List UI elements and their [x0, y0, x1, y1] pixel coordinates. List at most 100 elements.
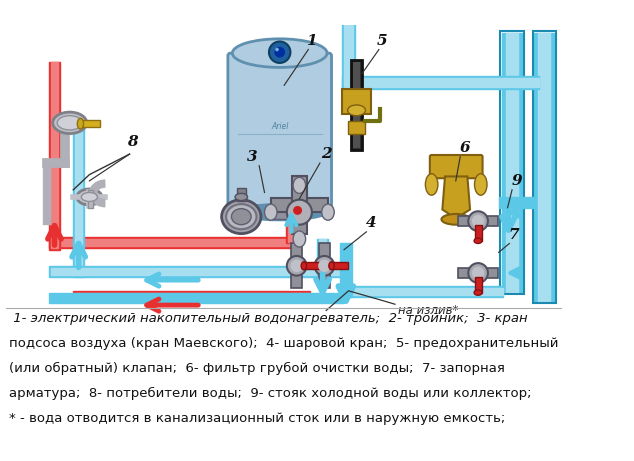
Bar [49, 266, 344, 277]
Bar [351, 60, 362, 150]
Bar [533, 31, 556, 303]
Circle shape [287, 200, 312, 225]
Bar [474, 277, 482, 293]
Circle shape [314, 256, 334, 276]
Bar [474, 225, 482, 241]
Bar [237, 188, 246, 201]
Bar [273, 207, 287, 219]
Text: на излив*: на излив* [398, 304, 458, 317]
Ellipse shape [321, 204, 334, 220]
Text: 5: 5 [377, 34, 388, 47]
Bar [304, 262, 320, 269]
Bar [340, 243, 352, 297]
Ellipse shape [81, 193, 98, 201]
Text: арматура;  8- потребители воды;  9- стояк холодной воды или коллектор;: арматура; 8- потребители воды; 9- стояк … [9, 387, 531, 401]
Bar [271, 198, 328, 212]
Bar [292, 177, 306, 234]
Circle shape [287, 256, 306, 276]
Bar [538, 34, 550, 301]
Bar [506, 34, 519, 293]
Circle shape [469, 263, 488, 283]
Bar [81, 120, 100, 127]
Bar [484, 216, 498, 226]
Text: 1: 1 [306, 34, 316, 47]
Text: подсоса воздуха (кран Маевского);  4- шаровой кран;  5- предохранительный: подсоса воздуха (кран Маевского); 4- шар… [9, 337, 559, 350]
Bar [332, 262, 347, 269]
Bar [288, 206, 295, 242]
Ellipse shape [232, 39, 327, 67]
Circle shape [469, 211, 488, 231]
Ellipse shape [474, 290, 482, 296]
Bar [74, 116, 84, 277]
Ellipse shape [329, 262, 334, 270]
Polygon shape [443, 177, 470, 219]
Bar [292, 242, 302, 259]
Bar [51, 267, 344, 275]
Bar [342, 286, 503, 297]
Circle shape [290, 260, 303, 272]
Bar [534, 34, 554, 301]
Bar [347, 121, 365, 134]
Bar [344, 0, 353, 89]
Bar [317, 145, 328, 212]
Circle shape [275, 47, 285, 58]
Bar [286, 154, 297, 212]
Text: 8: 8 [127, 136, 138, 149]
Bar [74, 291, 310, 301]
Ellipse shape [222, 200, 261, 234]
Text: (или обратный) клапан;  6- фильтр грубой очистки воды;  7- запорная: (или обратный) клапан; 6- фильтр грубой … [9, 362, 505, 375]
Bar [342, 77, 539, 89]
Ellipse shape [293, 177, 306, 194]
Bar [292, 272, 302, 288]
Ellipse shape [474, 174, 487, 195]
Bar [49, 293, 344, 303]
Bar [49, 62, 60, 250]
Circle shape [269, 41, 290, 63]
FancyBboxPatch shape [228, 53, 332, 215]
Text: Ariel: Ariel [271, 122, 288, 131]
Text: 2: 2 [321, 147, 332, 161]
Circle shape [293, 206, 302, 215]
Bar [75, 116, 82, 275]
Bar [286, 206, 297, 243]
Bar [344, 78, 539, 87]
Ellipse shape [474, 238, 482, 243]
Bar [51, 62, 58, 248]
Ellipse shape [301, 262, 306, 270]
Bar [87, 190, 93, 208]
Ellipse shape [232, 204, 327, 220]
Ellipse shape [293, 231, 306, 247]
Ellipse shape [347, 105, 365, 116]
Ellipse shape [226, 204, 257, 229]
Bar [51, 239, 299, 246]
Bar [458, 267, 473, 278]
Bar [319, 239, 326, 275]
Bar [319, 242, 330, 259]
Bar [500, 31, 524, 295]
Ellipse shape [441, 214, 470, 225]
Text: 3: 3 [247, 150, 257, 164]
Bar [342, 89, 371, 114]
Bar [75, 293, 310, 300]
Bar [49, 237, 299, 248]
Circle shape [275, 48, 279, 51]
Bar [502, 34, 522, 293]
FancyBboxPatch shape [430, 155, 482, 178]
Text: 4: 4 [366, 216, 376, 230]
Circle shape [472, 267, 484, 279]
Ellipse shape [57, 116, 82, 130]
Bar [499, 197, 534, 208]
Ellipse shape [53, 112, 87, 134]
Ellipse shape [77, 189, 102, 205]
Bar [458, 216, 473, 226]
Bar [353, 62, 360, 148]
Ellipse shape [264, 204, 277, 220]
Text: 6: 6 [460, 141, 470, 155]
Ellipse shape [425, 174, 438, 195]
Bar [344, 288, 503, 296]
Bar [484, 267, 498, 278]
Circle shape [472, 215, 484, 227]
Ellipse shape [77, 118, 84, 129]
Text: * - вода отводится в канализационный сток или в наружную емкость;: * - вода отводится в канализационный сто… [9, 412, 505, 426]
Text: 1- электрический накопительный водонагреватель;  2- тройник;  3- кран: 1- электрический накопительный водонагре… [9, 312, 527, 325]
